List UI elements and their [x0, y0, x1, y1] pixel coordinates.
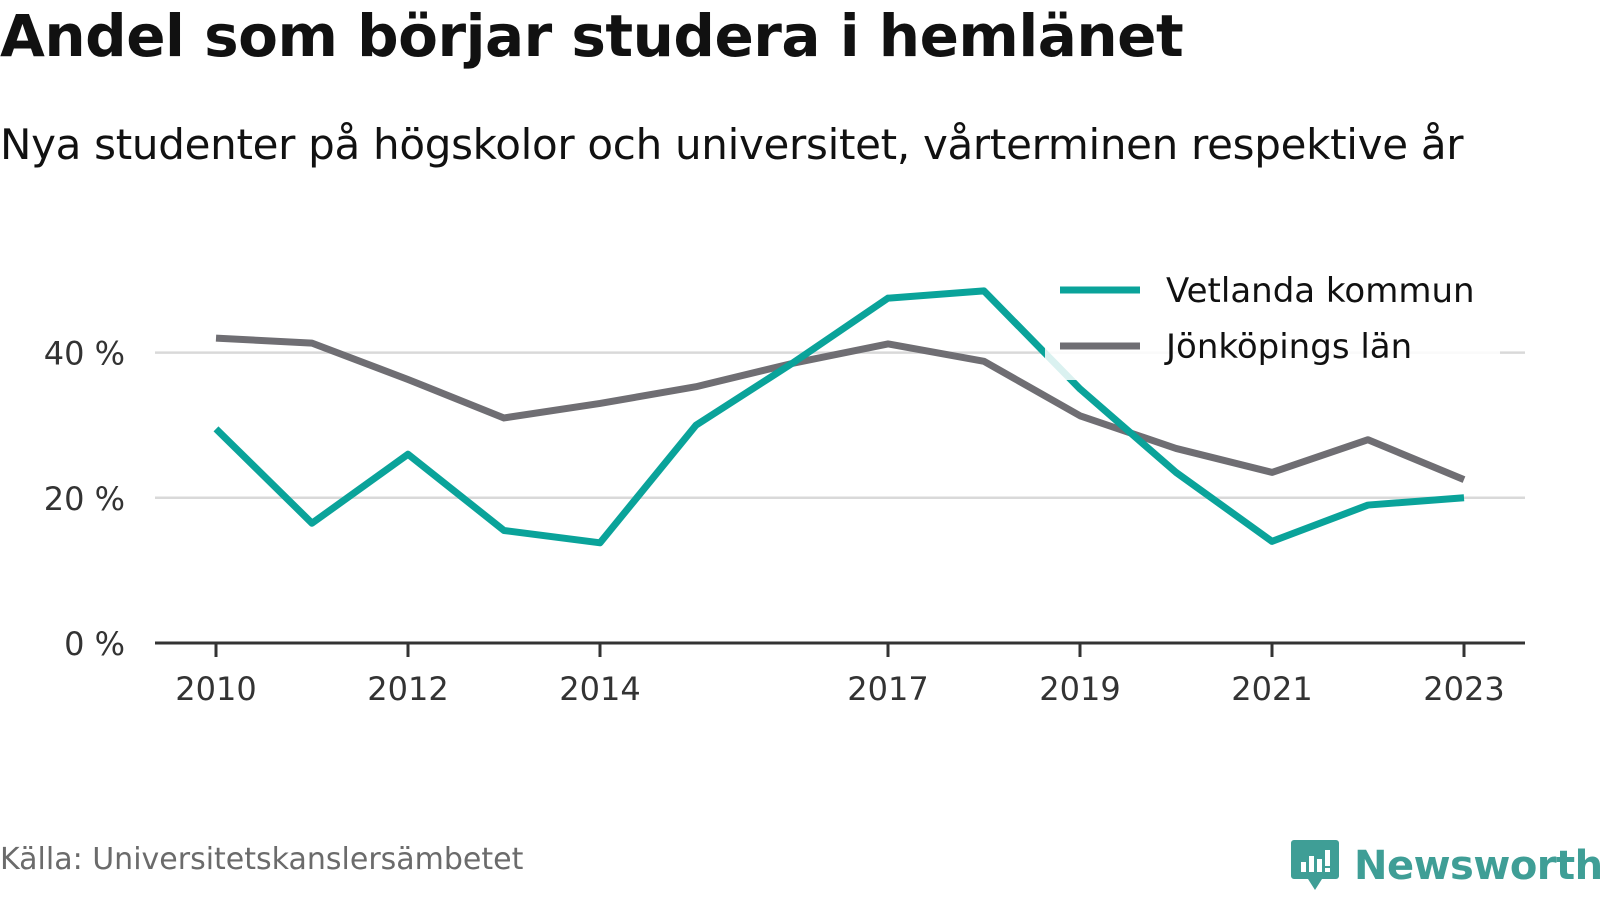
series-lines: [213, 287, 1466, 547]
source-note: Källa: Universitetskanslersämbetet: [0, 842, 524, 877]
chart-subtitle: Nya studenter på högskolor och universit…: [0, 120, 1464, 169]
legend: Vetlanda kommun Jönköpings län: [1045, 262, 1500, 380]
x-tick-label: 2023: [1423, 670, 1504, 708]
legend-background: [1045, 262, 1500, 380]
legend-label: Vetlanda kommun: [1166, 271, 1475, 311]
legend-label: Jönköpings län: [1164, 327, 1412, 367]
x-axis-ticks: 2010 2012 2014 2017 2019 2021 2023: [175, 643, 1505, 708]
brand-logo: Newsworthy: [1290, 838, 1600, 894]
x-tick-label: 2021: [1231, 670, 1312, 708]
x-tick-label: 2010: [175, 670, 256, 708]
y-tick-label: 0 %: [64, 625, 125, 663]
x-tick-label: 2012: [367, 670, 448, 708]
y-axis-ticks: 0 % 20 % 40 %: [44, 335, 125, 663]
x-tick-label: 2014: [559, 670, 640, 708]
y-tick-label: 20 %: [44, 480, 125, 518]
y-tick-label: 40 %: [44, 335, 125, 373]
series-line-vetlanda-kommun: [213, 287, 1465, 547]
series-line-jonkopings-lan: [215, 334, 1466, 483]
brand-name: Newsworthy: [1354, 843, 1600, 889]
x-tick-label: 2017: [847, 670, 928, 708]
newsworthy-logo-icon: [1291, 840, 1339, 890]
x-tick-label: 2019: [1039, 670, 1120, 708]
chart-title: Andel som börjar studera i hemlänet: [0, 2, 1184, 70]
